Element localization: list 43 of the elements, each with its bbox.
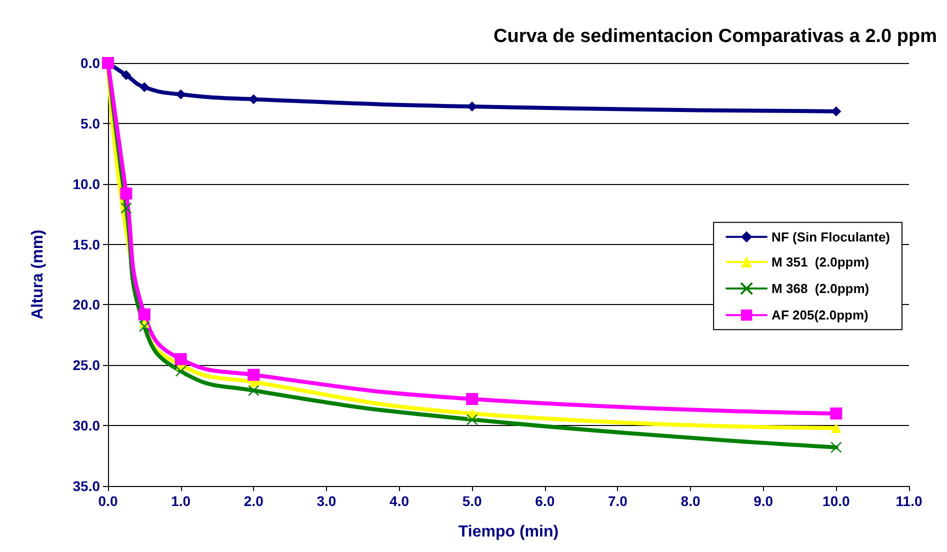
point bbox=[466, 414, 478, 426]
x-tick-label: 3.0 bbox=[316, 493, 336, 509]
point bbox=[121, 70, 132, 80]
x-tick-label: 2.0 bbox=[244, 493, 264, 509]
legend-label: M 351 (2.0ppm) bbox=[772, 254, 870, 270]
y-tick-label: 25.0 bbox=[72, 357, 100, 374]
y-tick-label: 15.0 bbox=[72, 236, 100, 252]
point bbox=[175, 366, 186, 377]
point bbox=[831, 106, 842, 116]
point bbox=[831, 422, 842, 433]
point bbox=[830, 442, 842, 453]
point bbox=[466, 392, 478, 405]
y-tick-label: 30.0 bbox=[72, 418, 100, 434]
point bbox=[120, 202, 132, 214]
point bbox=[120, 188, 132, 200]
x-tick-label: 5.0 bbox=[462, 493, 482, 509]
x-tick-label: 8.0 bbox=[680, 493, 700, 509]
y-axis-title: Altura (mm) bbox=[30, 230, 46, 320]
x-axis-title: Tiempo (min) bbox=[458, 524, 559, 540]
legend-label: M 368 (2.0ppm) bbox=[772, 281, 870, 296]
point bbox=[138, 320, 150, 332]
point bbox=[248, 384, 260, 396]
point bbox=[830, 407, 842, 420]
x-tick-label: 7.0 bbox=[608, 493, 628, 509]
chart-title: Curva de sedimentacion Comparativas a 2.0 ppm bbox=[494, 26, 938, 47]
point bbox=[138, 308, 150, 320]
x-tick-label: 11.0 bbox=[896, 493, 922, 509]
y-tick-label: 0.0 bbox=[80, 55, 100, 71]
x-tick-label: 1.0 bbox=[171, 493, 191, 509]
y-tick-label: 10.0 bbox=[72, 176, 100, 192]
x-tick-label: 4.0 bbox=[390, 493, 410, 509]
y-tick-label: 35.0 bbox=[72, 478, 100, 494]
x-tick-label: 10.0 bbox=[822, 493, 850, 509]
x-tick-label: 0.0 bbox=[98, 493, 118, 509]
y-tick-label: 20.0 bbox=[72, 296, 100, 313]
x-tick-label: 9.0 bbox=[754, 493, 774, 509]
x-tick-label: 6.0 bbox=[535, 493, 555, 509]
legend-label: NF (Sin Floculante) bbox=[772, 229, 890, 244]
legend-label: AF 205(2.0ppm) bbox=[772, 308, 868, 323]
y-tick-label: 5.0 bbox=[80, 115, 100, 132]
point bbox=[248, 368, 260, 381]
point bbox=[174, 353, 187, 366]
point bbox=[139, 82, 150, 92]
